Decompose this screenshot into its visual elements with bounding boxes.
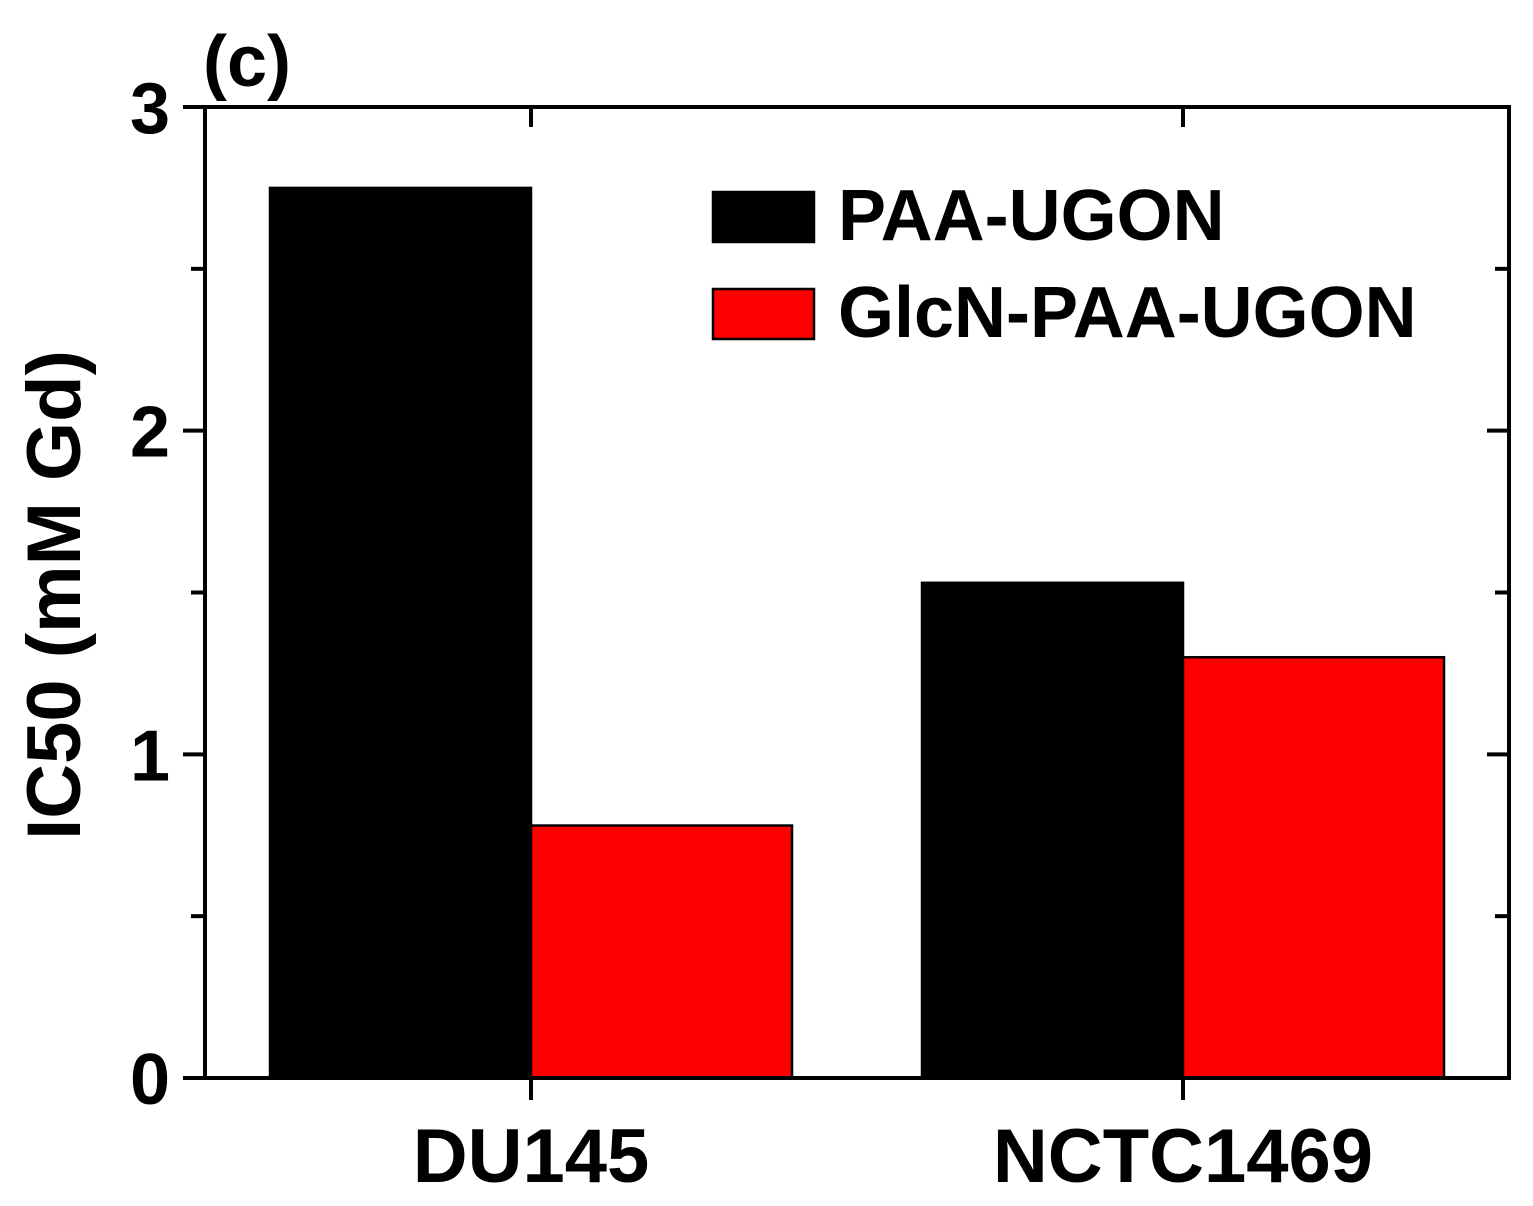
bars-layer xyxy=(268,186,1446,1080)
panel-label: (c) xyxy=(203,22,291,102)
legend-label: GlcN-PAA-UGON xyxy=(838,273,1417,353)
bar-paa-ugon-du145 xyxy=(268,186,533,1080)
y-tick-label: 3 xyxy=(130,69,170,149)
legend: PAA-UGON GlcN-PAA-UGON xyxy=(711,176,1417,353)
bar-glcn-paa-ugon-du145 xyxy=(529,824,794,1080)
bar-paa-ugon-nctc1469 xyxy=(920,581,1185,1080)
legend-swatch xyxy=(711,190,816,244)
legend-swatch xyxy=(711,287,816,341)
y-tick-label: 1 xyxy=(130,716,170,796)
bar-glcn-paa-ugon-nctc1469 xyxy=(1181,655,1446,1080)
y-tick-label: 2 xyxy=(130,393,170,473)
x-tick-label: NCTC1469 xyxy=(993,1114,1373,1199)
x-tick-label: DU145 xyxy=(413,1114,650,1199)
ticks-layer: DU145 NCTC1469 0 1 2 3 xyxy=(130,69,1509,1199)
legend-label: PAA-UGON xyxy=(838,176,1225,256)
y-tick-label: 0 xyxy=(130,1040,170,1120)
y-axis-label: IC50 (mM Gd) xyxy=(12,350,97,840)
